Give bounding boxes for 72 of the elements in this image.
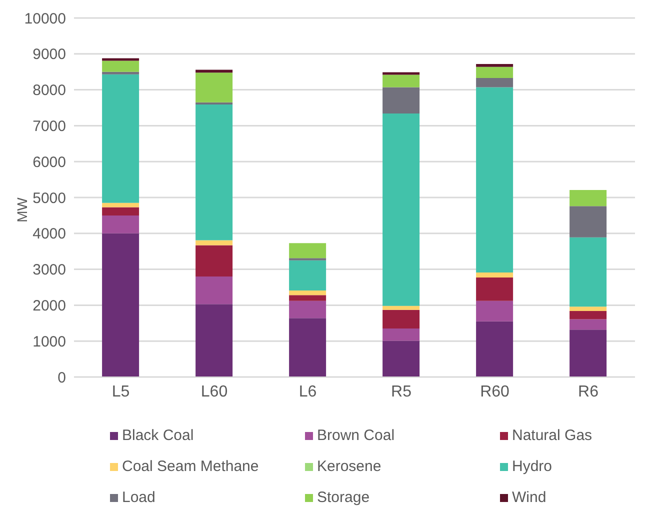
bar [289,290,326,296]
bar [289,318,326,377]
bar [570,310,607,320]
x-tick-label: R60 [480,383,510,400]
bar [476,78,514,88]
bar [570,206,607,238]
bar [382,74,420,88]
x-tick-label: R6 [578,383,599,400]
y-tick-label: 3000 [32,262,66,279]
bar [476,66,514,78]
bar [476,64,514,67]
x-tick-label: R5 [391,383,412,400]
bar [196,245,233,276]
bar [570,190,607,206]
bar [102,202,140,208]
y-tick-label: 1000 [32,333,66,350]
bar [102,233,140,377]
bar [102,60,140,72]
bar [196,70,233,73]
bar [382,72,420,75]
y-tick-label: 7000 [32,118,66,136]
bar [102,74,140,203]
bar [570,237,607,307]
bar [382,310,420,329]
bar [476,321,514,377]
y-tick-label: 5000 [32,190,66,207]
y-tick-label: 0 [58,369,66,386]
y-tick-label: 2000 [32,298,66,315]
x-tick-label: L6 [298,383,317,400]
y-tick-label: 6000 [32,154,66,171]
bar [382,340,420,377]
bar [289,243,326,258]
bar [289,300,326,318]
bar [196,276,233,304]
bar [382,328,420,341]
legend-label: Hydro [512,458,552,475]
bar [102,72,140,74]
y-tick-label: 4000 [32,226,66,243]
bar [196,102,233,105]
bar [102,207,140,216]
legend-label: Wind [512,489,546,506]
legend-label: Brown Coal [317,427,395,444]
bar [382,113,420,306]
bar [570,306,607,311]
bar [289,260,326,290]
bar [382,87,420,114]
bar [570,330,607,377]
y-axis-title: MW [14,196,30,222]
legend-label: Load [122,489,156,506]
y-tick-label: 9000 [32,46,66,64]
bar [289,295,326,301]
bar [476,87,514,273]
y-tick-label: 10000 [24,10,66,28]
legend-label: Natural Gas [512,427,592,444]
bar [196,104,233,240]
x-tick-label: L60 [200,383,228,400]
y-tick-label: 8000 [32,82,66,100]
bar [476,272,514,278]
bar [102,58,140,61]
legend-label: Kerosene [317,458,382,475]
bar [102,215,140,234]
x-tick-label: L5 [112,383,130,400]
bar [476,278,514,301]
bar [476,300,514,322]
legend-label: Coal Seam Methane [122,458,259,475]
bar [196,304,233,377]
legend-label: Black Coal [122,427,194,444]
bar [570,319,607,330]
legend-label: Storage [317,489,370,506]
bar [382,306,420,310]
bar [196,72,233,102]
bar [196,240,233,246]
